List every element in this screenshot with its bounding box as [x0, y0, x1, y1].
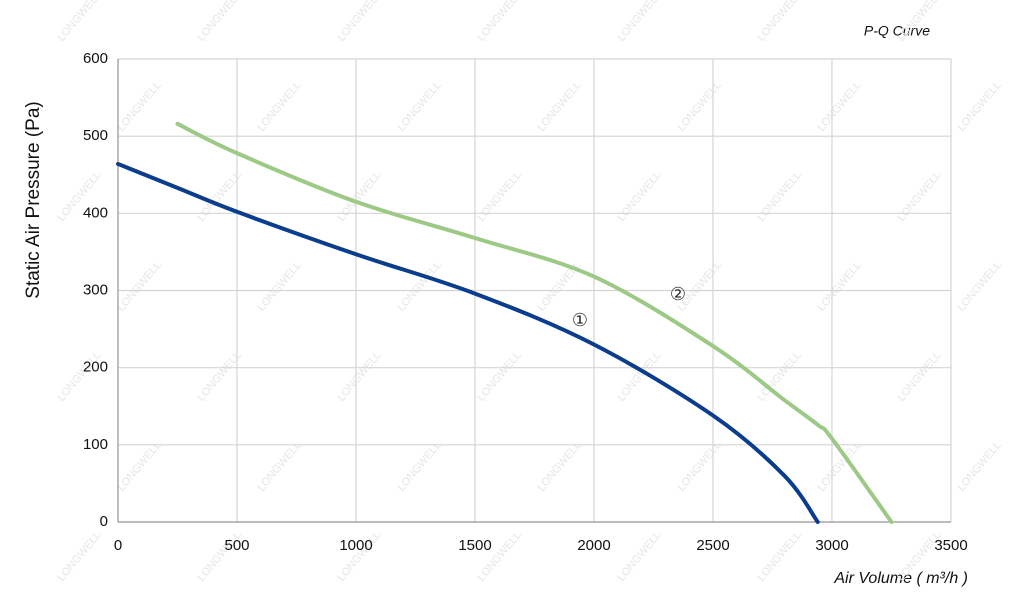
y-tick-label: 0	[100, 513, 108, 530]
legend-label: ②	[670, 284, 686, 304]
legend-label: ①	[572, 310, 588, 330]
y-tick-label: 100	[83, 436, 108, 453]
y-axis-label: Static Air Pressure (Pa)	[23, 101, 44, 298]
watermark: LONGWELL	[115, 439, 163, 494]
y-tick-label: 400	[83, 204, 108, 221]
series-line	[116, 161, 820, 524]
watermark: LONGWELL	[115, 79, 163, 134]
series-line	[175, 121, 894, 524]
watermark: LONGWELL	[255, 439, 303, 494]
watermark: LONGWELL	[535, 79, 583, 134]
watermark: LONGWELL	[335, 0, 383, 44]
watermark: LONGWELL	[955, 439, 1003, 494]
watermark: LONGWELL	[675, 439, 723, 494]
y-tick-label: 200	[83, 359, 108, 376]
watermark: LONGWELL	[55, 0, 103, 44]
watermark: LONGWELL	[895, 169, 943, 224]
chart-title: P-Q Curve	[864, 23, 930, 39]
x-axis-label: Air Volume ( m³/h )	[833, 570, 968, 587]
watermark: LONGWELL	[395, 79, 443, 134]
watermark: LONGWELL	[535, 439, 583, 494]
watermark: LONGWELL	[475, 349, 523, 404]
x-tick-label: 1500	[458, 537, 491, 554]
watermark: LONGWELL	[395, 439, 443, 494]
x-tick-label: 2000	[577, 537, 610, 554]
x-tick-label: 0	[114, 537, 122, 554]
y-tick-label: 600	[83, 50, 108, 67]
watermark: LONGWELL	[755, 529, 803, 584]
watermark: LONGWELL	[955, 259, 1003, 314]
watermark: LONGWELL	[815, 79, 863, 134]
watermark: LONGWELL	[895, 349, 943, 404]
y-tick-label: 300	[83, 281, 108, 298]
watermark: LONGWELL	[335, 349, 383, 404]
x-tick-label: 1000	[339, 537, 372, 554]
watermark: LONGWELL	[615, 0, 663, 44]
watermark: LONGWELL	[815, 259, 863, 314]
watermark: LONGWELL	[55, 529, 103, 584]
watermark: LONGWELL	[675, 79, 723, 134]
watermark: LONGWELL	[755, 169, 803, 224]
watermark: LONGWELL	[475, 0, 523, 44]
watermark: LONGWELL	[475, 169, 523, 224]
watermark: LONGWELL	[255, 79, 303, 134]
x-tick-label: 2500	[696, 537, 729, 554]
x-tick-label: 3500	[934, 537, 967, 554]
watermark: LONGWELL	[55, 349, 103, 404]
x-tick-label: 3000	[815, 537, 848, 554]
y-tick-label: 500	[83, 127, 108, 144]
watermark: LONGWELL	[955, 79, 1003, 134]
watermark: LONGWELL	[195, 0, 243, 44]
watermark: LONGWELL	[615, 529, 663, 584]
x-tick-label: 500	[224, 537, 249, 554]
watermark: LONGWELL	[255, 259, 303, 314]
watermark: LONGWELL	[755, 0, 803, 44]
watermark: LONGWELL	[115, 259, 163, 314]
watermark: LONGWELL	[615, 169, 663, 224]
watermark: LONGWELL	[615, 349, 663, 404]
